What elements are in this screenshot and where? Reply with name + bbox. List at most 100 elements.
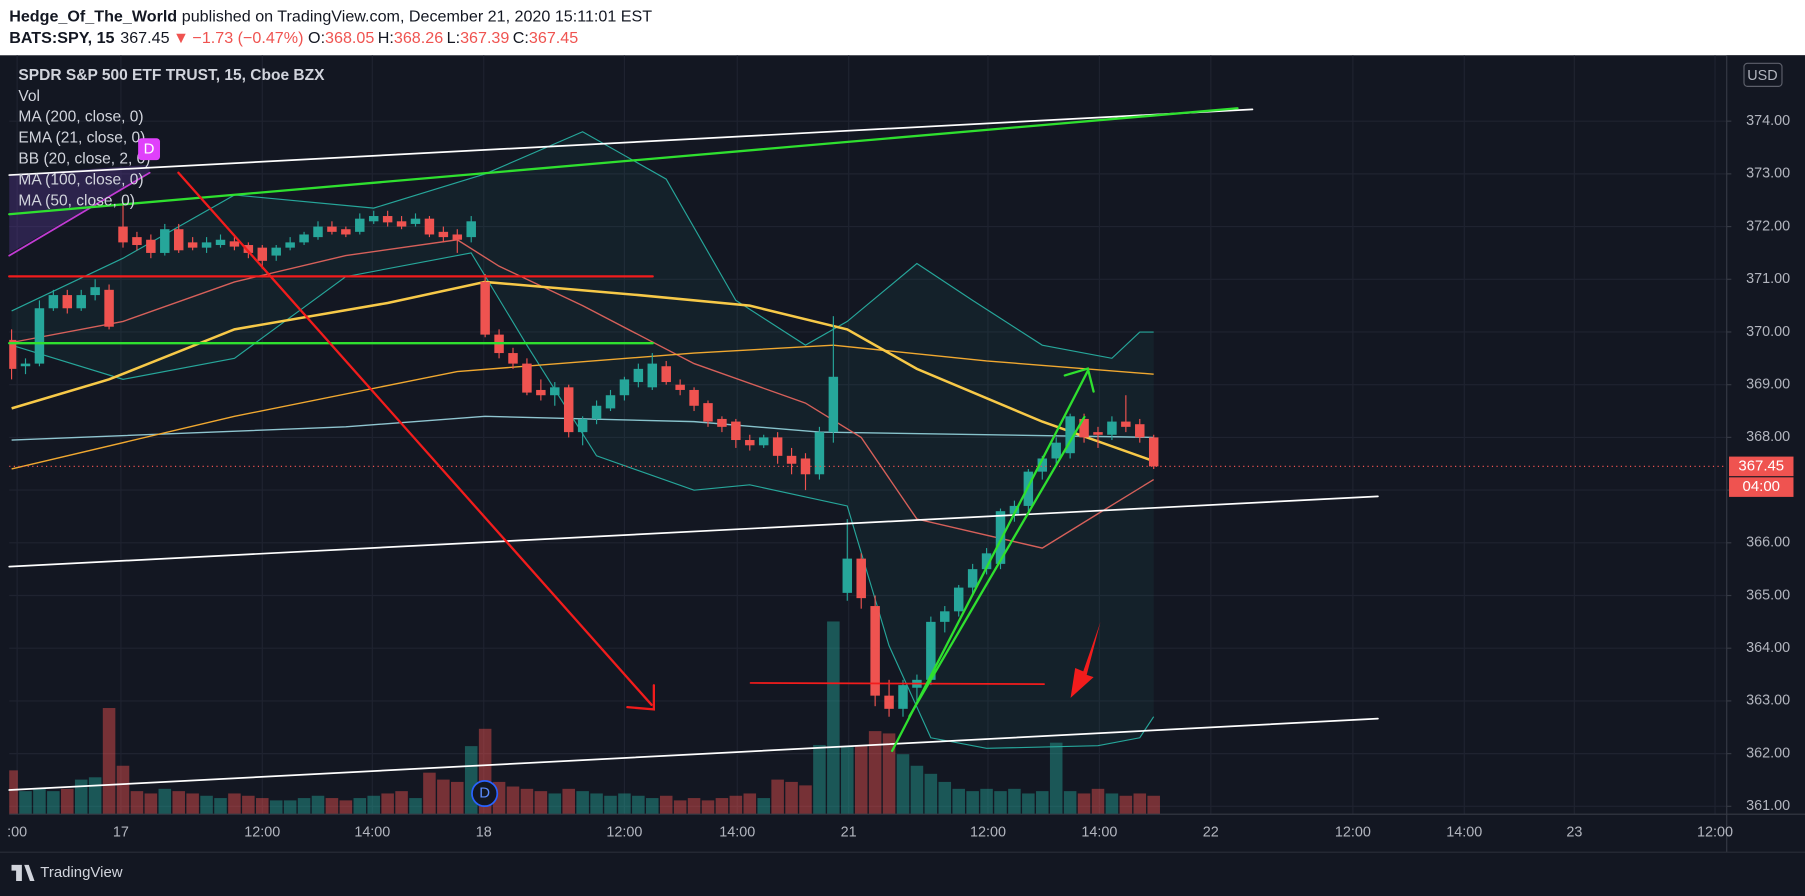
volume-bar xyxy=(1105,793,1119,815)
volume-bar xyxy=(841,746,854,815)
volume-bar xyxy=(632,795,645,815)
volume-bar xyxy=(1008,788,1021,815)
volume-bar xyxy=(701,800,715,815)
y-tick-label: 374.00 xyxy=(1746,113,1790,129)
candle-body xyxy=(132,237,142,246)
volume-bar xyxy=(994,791,1007,815)
volume-bar xyxy=(799,785,812,815)
volume-bar xyxy=(269,800,283,815)
ohlc-value: 367.39 xyxy=(460,29,509,47)
candle-body xyxy=(591,405,602,419)
volume-bar xyxy=(297,798,311,815)
marker xyxy=(471,779,499,808)
candle-body xyxy=(118,226,128,243)
candle-body xyxy=(1079,418,1089,438)
marker xyxy=(138,138,161,161)
volume-bar xyxy=(88,777,102,815)
volume-bar xyxy=(827,621,840,815)
volume-bar xyxy=(659,795,673,815)
legend-volume: Vol xyxy=(18,88,40,105)
candle-body xyxy=(550,387,560,396)
volume-bar xyxy=(283,800,297,815)
band-lower xyxy=(11,252,1155,749)
candle-body xyxy=(173,229,184,251)
candle-body xyxy=(9,339,17,369)
volume-bar xyxy=(367,795,380,815)
legend-title: SPDR S&P 500 ETF TRUST, 15, Cboe BZX xyxy=(18,67,325,84)
volume-bar xyxy=(451,781,464,815)
x-tick-label: 12:00 xyxy=(970,824,1006,840)
volume-bar xyxy=(771,779,784,815)
candle-body xyxy=(229,241,240,247)
change: −1.73 (−0.47%) xyxy=(192,29,303,47)
legend-entry: BB (20, close, 2, 0) xyxy=(18,150,150,167)
volume-bar xyxy=(409,798,422,815)
volume-bar xyxy=(673,800,687,815)
candle-body xyxy=(1121,421,1131,427)
ohlc-value: 367.45 xyxy=(529,29,578,47)
volume-bar xyxy=(130,791,144,815)
volume-bar xyxy=(952,788,965,815)
candle-body xyxy=(786,455,797,464)
candle-body xyxy=(619,379,630,396)
candle-body xyxy=(34,308,45,364)
volume-bar xyxy=(506,786,520,815)
x-tick-label: 14:00 xyxy=(719,824,755,840)
candle-body xyxy=(745,440,755,446)
volume-bar xyxy=(186,793,199,815)
candle-body xyxy=(647,363,658,388)
candle-body xyxy=(48,295,59,309)
candle-body xyxy=(438,231,449,238)
volume-bar xyxy=(1091,788,1105,815)
candle-body xyxy=(689,389,699,406)
x-tick-label: 23 xyxy=(1566,824,1582,840)
candle-body xyxy=(313,226,323,238)
ohlc-value: 368.26 xyxy=(394,29,443,47)
last-price-label: 367.45 xyxy=(1738,457,1784,474)
price-axis xyxy=(1726,55,1805,853)
legend-entry: MA (100, close, 0) xyxy=(18,171,143,188)
volume-bar xyxy=(562,788,575,815)
countdown-box xyxy=(1729,477,1794,497)
ohlc-label: C: xyxy=(513,29,529,47)
candle-body xyxy=(508,353,518,364)
currency-box xyxy=(1743,62,1783,87)
y-tick-label: 361.00 xyxy=(1746,798,1790,814)
plot-area xyxy=(9,131,1727,815)
candle-body xyxy=(633,368,644,383)
volume-bar xyxy=(33,788,46,815)
volume-bar xyxy=(395,791,408,815)
candle-body xyxy=(870,606,880,696)
candle-body xyxy=(522,363,532,393)
candle-body xyxy=(536,389,546,396)
candle-body xyxy=(424,218,435,235)
volume-bar xyxy=(47,791,60,815)
volume-bar xyxy=(19,791,32,815)
x-tick-label: 21 xyxy=(841,824,857,840)
candle-body xyxy=(1135,424,1145,438)
y-tick-label: 365.00 xyxy=(1746,587,1790,603)
volume-bar xyxy=(896,754,910,815)
volume-bar xyxy=(1063,791,1077,815)
ohlc-label: L: xyxy=(447,29,460,47)
candle-body xyxy=(1009,505,1020,514)
candle-body xyxy=(926,621,936,680)
candle-body xyxy=(368,216,379,222)
last: 367.45 xyxy=(120,29,169,47)
candle-body xyxy=(661,366,671,383)
candle-body xyxy=(828,376,839,433)
volume-bar xyxy=(1049,742,1063,815)
volume-bar xyxy=(200,795,213,815)
volume-bar xyxy=(785,781,798,815)
y-tick-label: 363.00 xyxy=(1746,693,1790,709)
volume-bar xyxy=(646,798,659,815)
candle-body xyxy=(717,418,727,427)
candle-body xyxy=(898,685,908,709)
candle-body xyxy=(1065,416,1075,454)
y-tick-label: 373.00 xyxy=(1746,166,1790,182)
header-line-1: Hedge_Of_The_World published on TradingVi… xyxy=(9,8,652,26)
volume-bar xyxy=(1022,793,1035,815)
arrow-line xyxy=(890,369,1089,753)
moving-average xyxy=(11,344,1154,470)
